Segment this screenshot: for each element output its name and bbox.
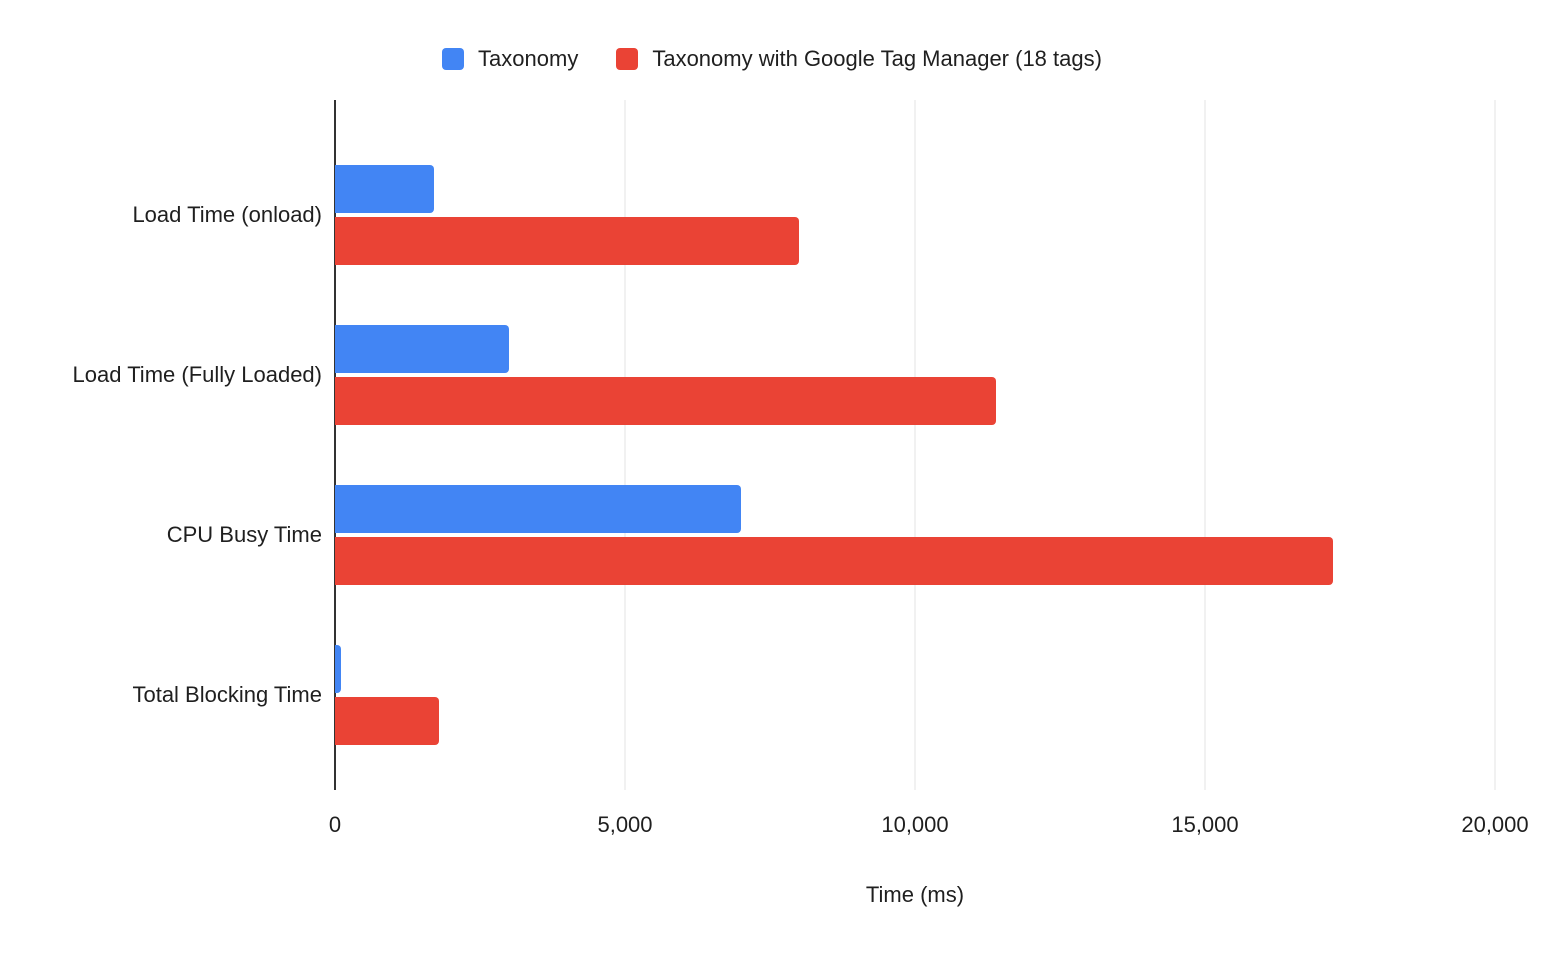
x-tick-label: 10,000 (881, 812, 949, 837)
bar-series-1-category-2 (335, 537, 1333, 585)
plot-area (334, 100, 1496, 790)
bar-series-0-category-1 (335, 325, 509, 373)
bar-series-0-category-2 (335, 485, 741, 533)
legend-label: Taxonomy (478, 46, 579, 71)
x-tick-label: 5,000 (597, 812, 653, 837)
legend-swatch-icon (616, 48, 639, 70)
x-axis-title: Time (ms) (865, 882, 965, 907)
x-tick-label: 15,000 (1171, 812, 1239, 837)
category-axis-labels: Load Time (onload) Load Time (Fully Loade… (0, 100, 322, 790)
legend-item: Taxonomy with Google Tag Manager (18 tag… (616, 46, 1102, 72)
bar-series-0-category-0 (335, 165, 434, 213)
y-axis-line (334, 100, 336, 790)
category-label: Load Time (Fully Loaded) (72, 362, 322, 387)
bar-series-1-category-1 (335, 377, 997, 425)
x-tick-label: 20,000 (1461, 812, 1529, 837)
bar-series-1-category-0 (335, 217, 799, 265)
bar-series-1-category-3 (335, 697, 440, 745)
gridline (914, 100, 916, 790)
gridline (1204, 100, 1206, 790)
bar-series-0-category-3 (335, 645, 341, 693)
gridline (624, 100, 626, 790)
category-label: Load Time (onload) (132, 202, 322, 227)
category-label: Total Blocking Time (132, 682, 322, 707)
chart-legend: Taxonomy Taxonomy with Google Tag Manager… (0, 46, 1544, 72)
x-tick-label: 0 (328, 812, 342, 837)
legend-item: Taxonomy (442, 46, 578, 72)
legend-label: Taxonomy with Google Tag Manager (18 tag… (652, 46, 1102, 71)
legend-swatch-icon (442, 48, 465, 70)
category-label: CPU Busy Time (166, 522, 322, 547)
gridline (1494, 100, 1496, 790)
